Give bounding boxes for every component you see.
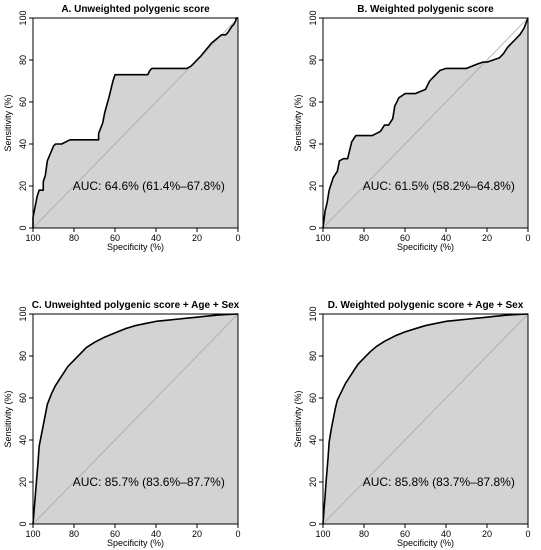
y-tick-label: 40 [18, 139, 28, 149]
y-tick-label: 80 [18, 351, 28, 361]
roc-curve [322, 313, 529, 525]
y-tick-label: 60 [308, 97, 318, 107]
x-tick-label: 80 [69, 529, 79, 539]
x-tick-label: 40 [151, 233, 161, 243]
x-axis-label: Specificity (%) [397, 538, 454, 548]
x-tick-label: 20 [482, 233, 492, 243]
y-tick-label: 40 [18, 435, 28, 445]
plot-frame-border [322, 17, 529, 229]
panel-title: D. Weighted polygenic score + Age + Sex [328, 300, 524, 311]
y-tick-label: 80 [308, 351, 318, 361]
x-tick-label: 0 [235, 529, 240, 539]
y-tick-label: 80 [18, 55, 28, 65]
roc-curve [32, 17, 238, 228]
x-tick-label: 80 [359, 233, 369, 243]
x-tick-label: 60 [110, 529, 120, 539]
roc-panel-b: B. Weighted polygenic score 100 80 60 40 20 0 0… [293, 4, 531, 252]
x-tick-label: 0 [235, 233, 240, 243]
x-tick-label: 0 [525, 233, 530, 243]
x-tick-label: 20 [192, 529, 202, 539]
y-axis-label: Sensitivity (%) [293, 390, 303, 447]
roc-curve [32, 313, 239, 525]
x-tick-label: 20 [482, 529, 492, 539]
roc-panel-c: C. Unweighted polygenic score + Age + Se… [3, 300, 241, 548]
plot-frame-border [322, 313, 529, 525]
roc-panel-d: D. Weighted polygenic score + Age + Sex 1… [293, 300, 531, 548]
y-tick-label: 60 [308, 393, 318, 403]
x-tick-label: 60 [110, 233, 120, 243]
y-tick-label: 80 [308, 55, 318, 65]
y-tick-label: 100 [18, 10, 28, 25]
plot-frame-border [32, 313, 239, 525]
x-tick-label: 100 [25, 233, 40, 243]
panel-title: C. Unweighted polygenic score + Age + Se… [32, 300, 240, 311]
reference-diagonal [322, 17, 529, 229]
y-tick-label: 20 [308, 181, 318, 191]
y-tick-label: 100 [308, 10, 318, 25]
y-axis-label: Sensitivity (%) [293, 94, 303, 151]
x-tick-label: 80 [69, 233, 79, 243]
x-tick-label: 20 [192, 233, 202, 243]
roc-curve [322, 17, 529, 229]
y-tick-label: 100 [308, 306, 318, 321]
x-tick-label: 100 [315, 233, 330, 243]
y-axis-label: Sensitivity (%) [3, 94, 13, 151]
panel-title: A. Unweighted polygenic score [61, 4, 210, 15]
panel-title: B. Weighted polygenic score [357, 4, 494, 15]
y-tick-label: 60 [18, 393, 28, 403]
y-tick-label: 40 [308, 435, 318, 445]
y-tick-label: 20 [18, 181, 28, 191]
plot-frame-border [32, 17, 239, 229]
x-tick-label: 0 [525, 529, 530, 539]
y-tick-label: 0 [18, 521, 28, 526]
y-tick-label: 0 [308, 521, 318, 526]
x-axis-label: Specificity (%) [107, 538, 164, 548]
y-tick-label: 100 [18, 306, 28, 321]
x-tick-label: 40 [151, 529, 161, 539]
y-tick-label: 0 [308, 225, 318, 230]
x-axis-label: Specificity (%) [397, 242, 454, 252]
y-tick-label: 0 [18, 225, 28, 230]
y-tick-label: 40 [308, 139, 318, 149]
reference-diagonal [32, 313, 239, 525]
x-tick-label: 80 [359, 529, 369, 539]
x-tick-label: 100 [25, 529, 40, 539]
x-axis-label: Specificity (%) [107, 242, 164, 252]
x-tick-label: 60 [400, 529, 410, 539]
y-axis-label: Sensitivity (%) [3, 390, 13, 447]
y-tick-label: 20 [308, 477, 318, 487]
reference-diagonal [322, 313, 529, 525]
auc-annotation: AUC: 61.5% (58.2%–64.8%) [363, 179, 515, 193]
auc-annotation: AUC: 85.7% (83.6%–87.7%) [73, 475, 225, 489]
roc-panel-a: A. Unweighted polygenic score 100 80 60 40 20… [3, 4, 241, 252]
auc-annotation: AUC: 64.6% (61.4%–67.8%) [73, 179, 225, 193]
y-tick-label: 60 [18, 97, 28, 107]
y-tick-label: 20 [18, 477, 28, 487]
x-tick-label: 100 [315, 529, 330, 539]
x-tick-label: 40 [441, 529, 451, 539]
auc-annotation: AUC: 85.8% (83.7%–87.8%) [363, 475, 515, 489]
x-tick-label: 40 [441, 233, 451, 243]
x-tick-label: 60 [400, 233, 410, 243]
